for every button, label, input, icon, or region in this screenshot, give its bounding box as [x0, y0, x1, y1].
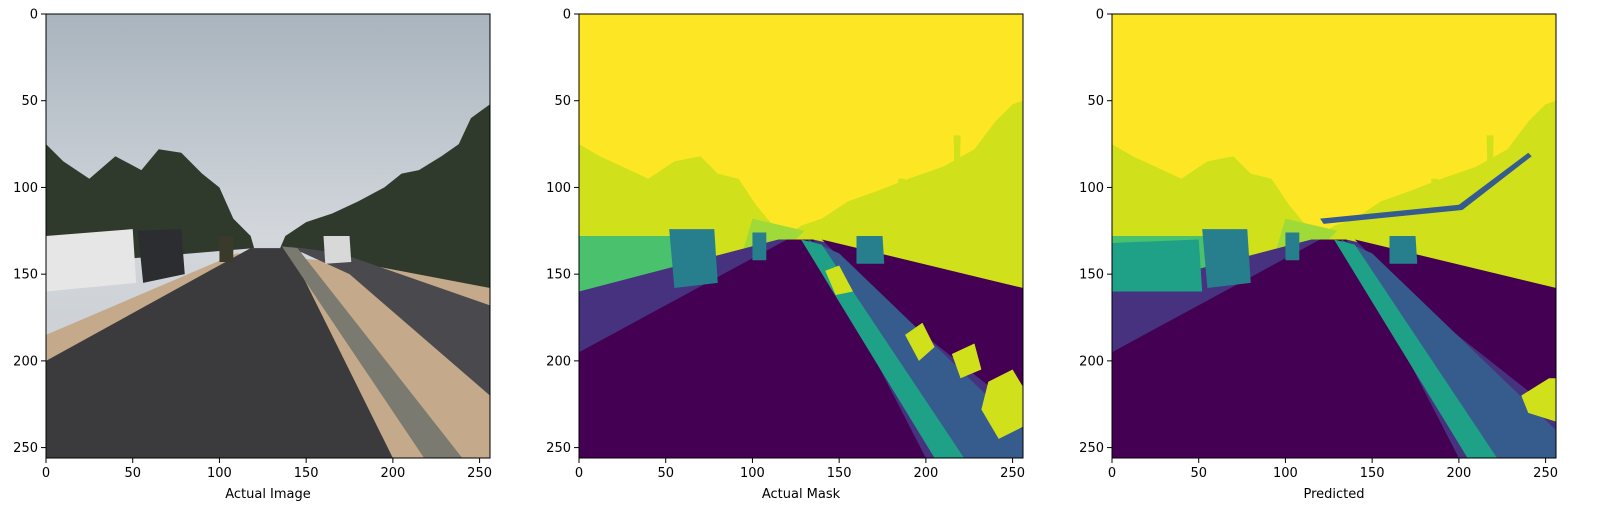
x-tick-label: 50	[657, 466, 674, 481]
x-tick-label: 250	[1533, 466, 1558, 481]
x-tick-label: 100	[1273, 466, 1298, 481]
x-tick-label: 0	[42, 466, 50, 481]
x-tick-label: 50	[124, 466, 141, 481]
y-tick-label: 0	[563, 8, 571, 23]
x-tick-label: 250	[467, 466, 492, 481]
mask-car-right	[856, 236, 885, 264]
x-tick-label: 150	[1360, 466, 1385, 481]
x-tick-label: 250	[1000, 466, 1025, 481]
axes-frame	[45, 13, 491, 459]
pred-barrier-green	[1112, 239, 1203, 292]
y-tick-label: 100	[546, 181, 571, 196]
photo-barrier	[46, 229, 137, 292]
pred-shrub	[1521, 378, 1556, 422]
y-tick-label: 250	[546, 441, 571, 456]
mask-poles	[898, 135, 1020, 257]
photo-car-left	[137, 229, 185, 283]
mask-road-right	[1354, 239, 1556, 413]
x-tick-label: 150	[827, 466, 852, 481]
mask-median	[1340, 239, 1556, 458]
panel-1: 0 50 100 150 200 250 0 50 100 150 200 250 Actual Ima…	[13, 8, 492, 503]
photo-road-right	[288, 246, 490, 396]
x-tick-label: 0	[575, 466, 583, 481]
x-tick-label: 100	[740, 466, 765, 481]
predicted-image	[1112, 14, 1556, 458]
y-tick-label: 150	[13, 268, 38, 283]
y-tick-label: 50	[21, 94, 38, 109]
y-tick-label: 0	[1096, 8, 1104, 23]
y-tick-label: 150	[546, 268, 571, 283]
x-tick-label: 100	[207, 466, 232, 481]
y-tick-label: 100	[1079, 181, 1104, 196]
mask-car-right	[1389, 236, 1418, 264]
y-tick-label: 200	[1079, 354, 1104, 369]
y-tick-label: 100	[13, 181, 38, 196]
mask-car-left	[1202, 229, 1251, 289]
axes-frame	[1111, 13, 1557, 459]
y-tick-label: 250	[13, 441, 38, 456]
mask-poles	[1431, 135, 1553, 257]
x-tick-label: 0	[1108, 466, 1116, 481]
panel-3: 0 50 100 150 200 250 0 50 100 150 200 250 Predicted	[1079, 8, 1558, 503]
photo-car-right	[323, 236, 352, 264]
mask-image	[579, 14, 1023, 458]
y-tick-label: 50	[554, 94, 571, 109]
y-tick-label: 250	[1079, 441, 1104, 456]
mask-debris-2	[951, 343, 982, 379]
x-axis-label: Actual Mask	[762, 487, 841, 502]
axes-frame	[578, 13, 1024, 459]
panel-2: 0 50 100 150 200 250 0 50 100 150 200 250 Actual Mas…	[546, 8, 1025, 503]
mask-median-green	[1334, 239, 1498, 458]
photo-image	[46, 14, 490, 458]
mask-car-left	[669, 229, 718, 289]
y-tick-label: 150	[1079, 268, 1104, 283]
y-tick-label: 0	[30, 8, 38, 23]
pred-edge-noise	[1320, 152, 1532, 224]
mask-median-green	[801, 239, 965, 458]
x-tick-label: 200	[380, 466, 405, 481]
mask-car-mid	[752, 232, 767, 261]
x-axis-label: Predicted	[1303, 487, 1364, 502]
x-tick-label: 50	[1190, 466, 1207, 481]
mask-car-mid	[1285, 232, 1300, 261]
x-axis-label: Actual Image	[225, 487, 311, 502]
y-tick-label: 200	[13, 354, 38, 369]
y-tick-label: 200	[546, 354, 571, 369]
x-tick-label: 150	[294, 466, 319, 481]
x-tick-label: 200	[1446, 466, 1471, 481]
photo-curb	[281, 246, 463, 458]
mask-debris-3	[981, 369, 1023, 439]
mask-debris-4	[825, 265, 854, 295]
photo-road	[46, 248, 393, 458]
x-tick-label: 200	[913, 466, 938, 481]
photo-auto	[219, 236, 234, 263]
y-tick-label: 50	[1087, 94, 1104, 109]
mask-debris-1	[905, 322, 935, 361]
